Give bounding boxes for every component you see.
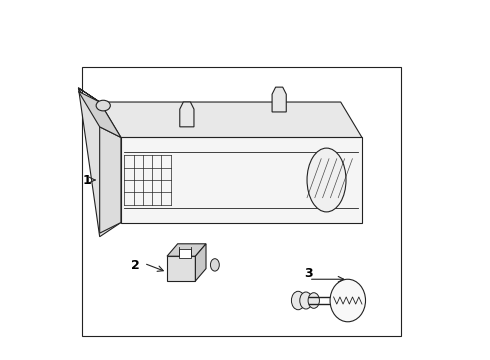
Text: 2: 2 bbox=[131, 258, 140, 271]
Polygon shape bbox=[78, 88, 121, 237]
Polygon shape bbox=[99, 102, 362, 138]
Ellipse shape bbox=[307, 148, 346, 212]
Polygon shape bbox=[167, 256, 196, 281]
Ellipse shape bbox=[96, 100, 110, 111]
Polygon shape bbox=[121, 138, 362, 222]
Text: 1: 1 bbox=[83, 174, 92, 186]
Text: 3: 3 bbox=[304, 267, 313, 280]
Polygon shape bbox=[167, 244, 206, 256]
Polygon shape bbox=[180, 102, 194, 127]
Polygon shape bbox=[196, 244, 206, 281]
Ellipse shape bbox=[330, 279, 366, 322]
Polygon shape bbox=[78, 91, 121, 138]
Polygon shape bbox=[272, 87, 286, 112]
Polygon shape bbox=[99, 127, 121, 233]
Bar bbox=[178, 249, 191, 258]
Ellipse shape bbox=[210, 259, 220, 271]
Ellipse shape bbox=[300, 292, 312, 309]
Ellipse shape bbox=[308, 293, 319, 308]
Ellipse shape bbox=[292, 291, 305, 310]
